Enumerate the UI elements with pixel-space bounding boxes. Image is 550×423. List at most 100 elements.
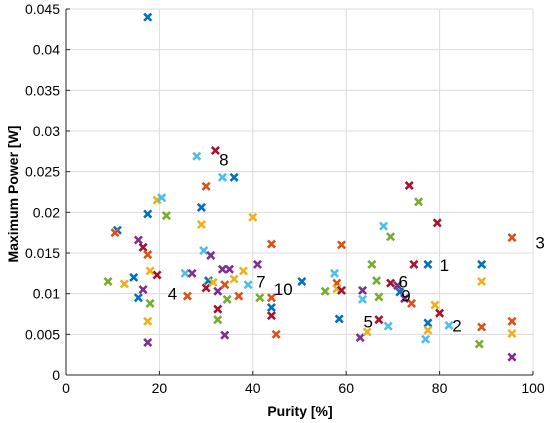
data-point	[374, 292, 384, 302]
x-tick-label: 100	[521, 380, 545, 396]
annotations: 1 2 3 4 5 6 7 8 9 10	[168, 150, 545, 335]
data-point	[201, 283, 211, 293]
data-point	[400, 294, 410, 304]
x-tick-label: 60	[338, 380, 354, 396]
data-point	[208, 277, 218, 287]
data-point	[507, 352, 517, 362]
data-point	[145, 298, 155, 308]
data-point	[409, 259, 419, 269]
data-point	[407, 298, 417, 308]
data-point	[196, 220, 206, 230]
data-point	[213, 315, 223, 325]
data-point	[444, 320, 454, 330]
data-point	[229, 274, 239, 284]
data-point	[477, 276, 487, 286]
data-point	[243, 280, 253, 290]
data-point	[383, 321, 393, 331]
data-point	[229, 172, 239, 182]
y-tick-label: 0.03	[33, 123, 60, 139]
data-point	[157, 193, 167, 203]
data-point	[196, 202, 206, 212]
data-point	[477, 259, 487, 269]
data-point	[507, 329, 517, 339]
data-point	[199, 246, 209, 256]
data-point	[213, 286, 223, 296]
data-point	[266, 239, 276, 249]
data-point	[119, 279, 129, 289]
x-axis-title: Purity [%]	[267, 403, 332, 419]
point-annotation: 3	[535, 233, 544, 252]
data-point	[187, 268, 197, 278]
data-point	[238, 266, 248, 276]
data-point	[217, 264, 227, 274]
data-point	[143, 12, 153, 22]
y-tick-label: 0.045	[25, 1, 60, 17]
data-point	[435, 308, 445, 318]
data-point	[404, 180, 414, 191]
x-tick-label: 40	[245, 380, 261, 396]
point-annotation: 6	[399, 272, 408, 291]
data-point	[220, 330, 230, 340]
y-tick-label: 0.005	[25, 326, 60, 342]
data-point	[423, 318, 433, 328]
data-point	[432, 218, 442, 228]
x-tick-label: 20	[152, 380, 168, 396]
data-point	[386, 278, 396, 288]
data-point	[161, 211, 171, 221]
y-tick-label: 0.035	[25, 82, 60, 98]
data-point	[337, 285, 347, 295]
y-axis-title: Maximum Power [W]	[5, 126, 21, 263]
data-point	[103, 276, 113, 286]
data-point	[374, 315, 384, 325]
data-point	[421, 334, 431, 344]
data-point	[206, 250, 216, 260]
x-tick-label: 0	[62, 380, 70, 396]
data-point	[143, 209, 153, 219]
data-point	[224, 264, 234, 274]
data-point	[358, 285, 368, 295]
point-annotation: 8	[219, 150, 228, 169]
data-point	[266, 302, 276, 313]
data-point	[213, 304, 223, 314]
data-point	[234, 291, 244, 301]
point-annotation: 1	[440, 256, 449, 275]
data-point	[386, 232, 396, 242]
point-annotation: 10	[274, 280, 293, 299]
data-point	[143, 337, 153, 347]
data-point	[297, 276, 307, 286]
grid	[65, 8, 534, 376]
data-point	[507, 316, 517, 326]
y-tick-label: 0.02	[33, 204, 60, 220]
data-point	[252, 259, 262, 269]
data-points	[103, 12, 517, 362]
data-point	[507, 233, 517, 243]
data-point	[248, 212, 258, 222]
data-point	[110, 228, 120, 238]
point-annotation: 5	[363, 312, 372, 331]
data-point	[266, 311, 276, 321]
data-point	[423, 259, 433, 269]
data-point	[220, 280, 230, 290]
data-point	[337, 240, 347, 250]
data-point	[222, 294, 232, 304]
data-point	[180, 268, 190, 278]
data-point	[145, 266, 155, 276]
data-point	[367, 259, 377, 269]
data-point	[355, 333, 365, 343]
data-point	[210, 146, 220, 156]
data-point	[477, 322, 487, 332]
data-point	[372, 276, 382, 286]
data-point	[430, 300, 440, 310]
point-annotation: 9	[401, 286, 410, 305]
data-point	[414, 197, 424, 207]
x-tick-label: 80	[432, 380, 448, 396]
data-point	[143, 316, 153, 326]
y-tick-label: 0	[52, 367, 60, 383]
data-point	[320, 286, 330, 296]
data-point	[393, 281, 403, 291]
data-point	[266, 293, 276, 303]
data-point	[152, 195, 162, 205]
data-point	[362, 327, 372, 337]
